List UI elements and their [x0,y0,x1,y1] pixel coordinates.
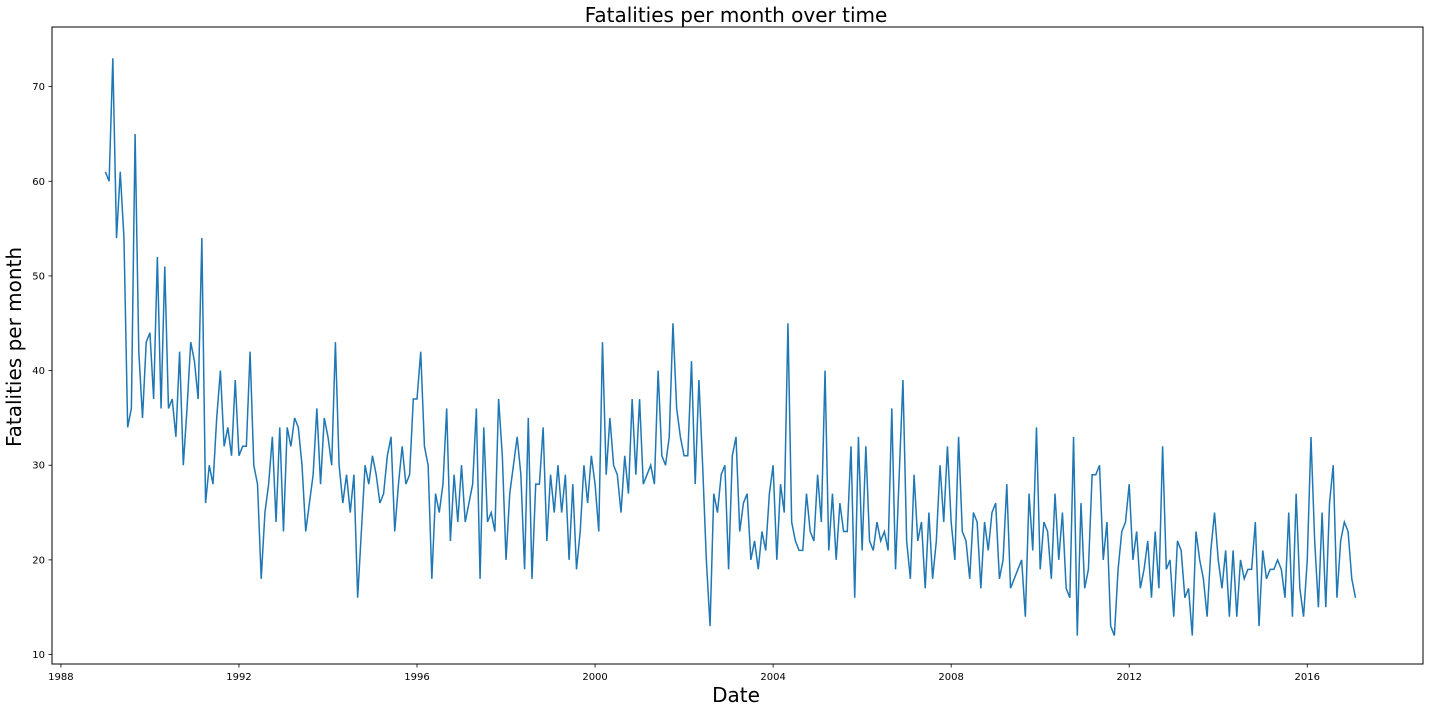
x-axis-label: Date [712,683,760,707]
y-tick-label: 50 [32,271,45,282]
chart-title: Fatalities per month over time [585,3,888,27]
x-tick-label: 1992 [226,672,251,683]
x-tick-label: 2004 [760,672,785,683]
series-line [104,58,1357,636]
y-tick-label: 10 [32,650,45,661]
y-tick-label: 60 [32,177,45,188]
y-axis-label: Fatalities per month [2,247,26,447]
y-tick-label: 20 [32,555,45,566]
y-axis: 10 20 30 40 50 60 70 [32,82,52,661]
plot-area [51,26,1424,665]
x-tick-label: 1988 [48,672,73,683]
x-tick-label: 2000 [582,672,607,683]
x-tick-label: 2016 [1295,672,1320,683]
y-tick-label: 30 [32,461,45,472]
y-tick-label: 40 [32,366,45,377]
x-tick-label: 2012 [1116,672,1141,683]
x-tick-label: 1996 [404,672,429,683]
x-axis: 1988 1992 1996 2000 2004 2008 2012 2016 [48,664,1320,683]
y-tick-label: 70 [32,82,45,93]
x-tick-label: 2008 [938,672,963,683]
